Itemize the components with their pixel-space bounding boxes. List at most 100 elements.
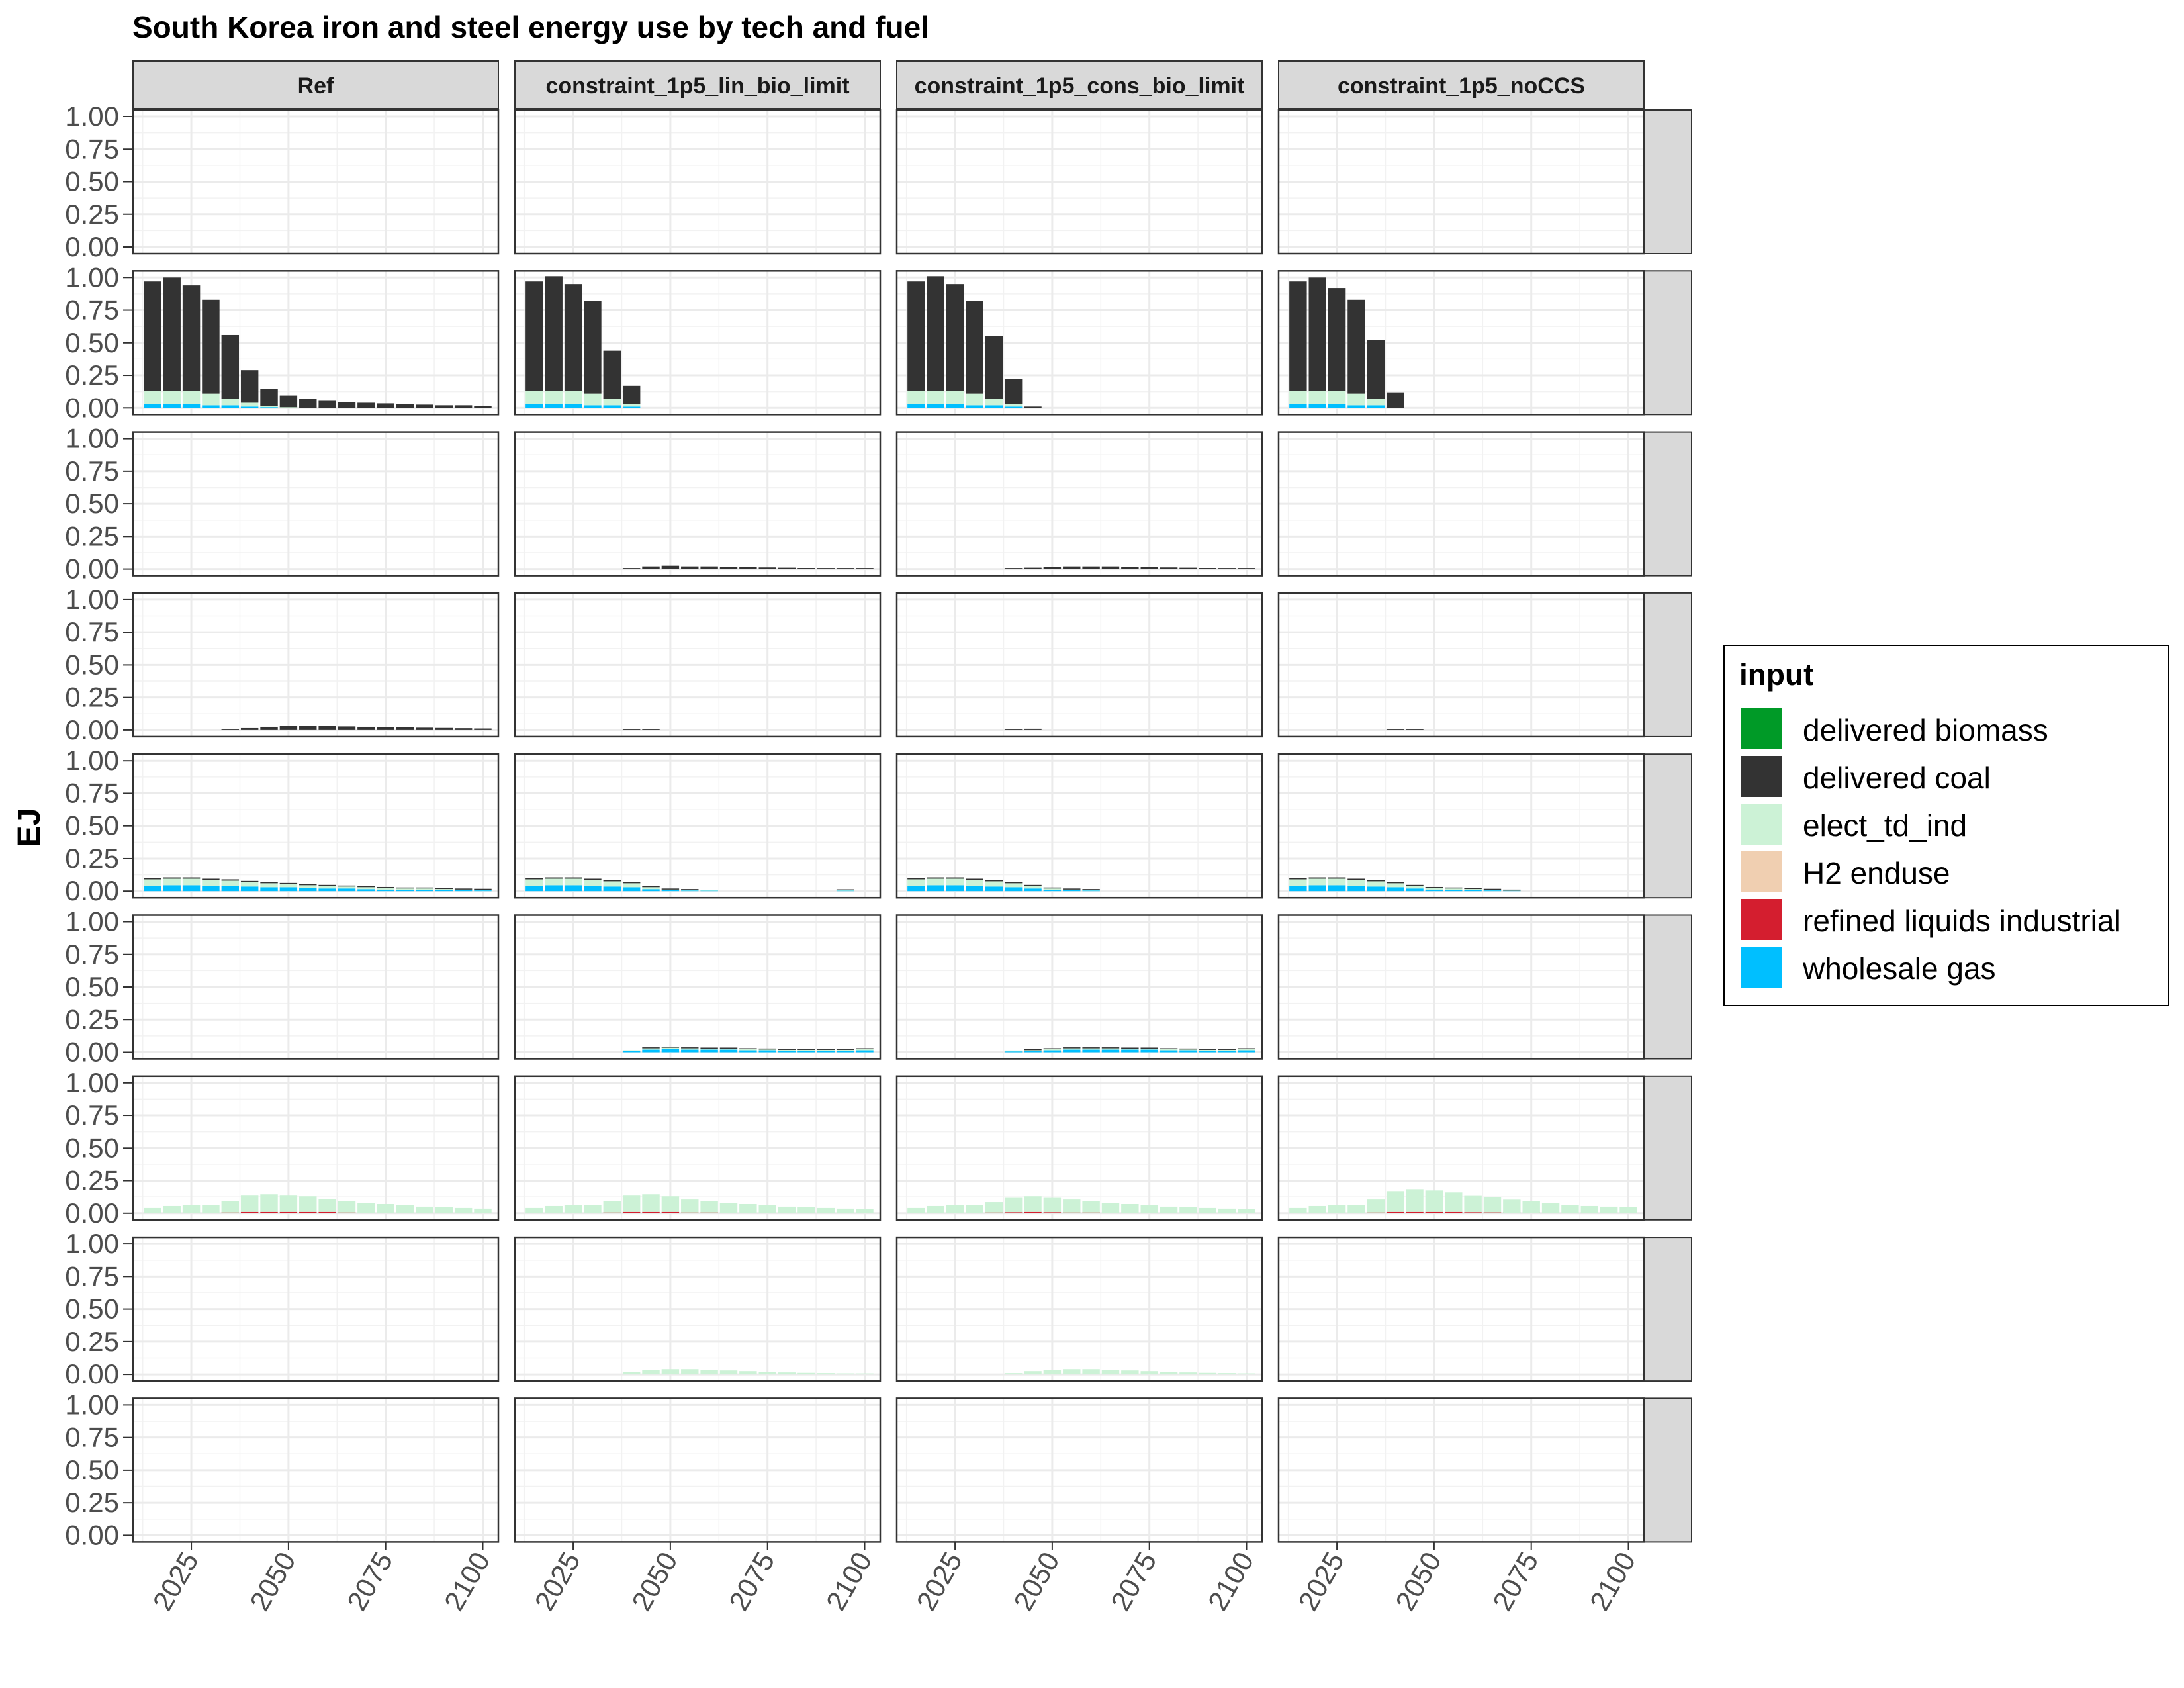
bar-segment: [525, 1207, 543, 1213]
strip-background: [132, 60, 499, 109]
bar-segment: [202, 405, 220, 408]
bar-segment: [1043, 1197, 1062, 1213]
y-tick-label: 1.00: [65, 745, 119, 776]
panel-border: [514, 914, 882, 1060]
y-tick-label: 0.00: [65, 553, 119, 585]
bar-segment: [240, 406, 259, 408]
bar-segment: [661, 1047, 680, 1048]
legend-label: wholesale gas: [1803, 951, 1996, 986]
scenario-strip: constraint_1p5_cons_bio_limit: [896, 60, 1263, 109]
facet-panel: [132, 270, 500, 416]
bar-segment: [642, 1047, 660, 1049]
bar-segment: [1218, 1373, 1236, 1375]
x-tick-label: 2025: [528, 1546, 586, 1615]
facet-panel: [514, 109, 882, 255]
technology-strip: F with DRI C: [1642, 914, 1692, 1060]
bar-segment: [622, 568, 641, 569]
y-tick-label: 0.25: [65, 682, 119, 713]
y-axis-label: EJ: [12, 808, 47, 847]
bar-segment: [299, 1211, 317, 1213]
bar-segment: [1367, 1212, 1385, 1213]
legend: input delivered biomass delivered coal e…: [1723, 645, 2169, 1006]
bar-segment: [144, 886, 161, 892]
bar-segment: [396, 888, 414, 890]
bar-segment: [584, 301, 602, 394]
y-tick-label: 0.50: [65, 810, 119, 841]
bar-segment: [1328, 391, 1346, 404]
bar-segment: [817, 568, 835, 569]
bar-segment: [797, 568, 815, 569]
bar-segment: [357, 889, 375, 892]
bar-segment: [1160, 1048, 1178, 1049]
bar-segment: [416, 404, 433, 408]
bar-segment: [260, 726, 278, 730]
bar-segment: [1483, 1197, 1502, 1213]
bar-segment: [927, 885, 944, 892]
bar-segment: [1347, 405, 1365, 408]
facet-panel: [132, 914, 500, 1060]
bar-segment: [797, 1049, 815, 1051]
bar-segment: [778, 567, 796, 569]
bar-segment: [1004, 1373, 1023, 1375]
bar-segment: [758, 567, 776, 569]
bar-segment: [279, 406, 298, 408]
bar-segment: [642, 566, 660, 569]
y-tick-label: 0.75: [65, 133, 119, 164]
bar-segment: [797, 1207, 815, 1213]
bar-segment: [661, 1049, 680, 1053]
bar-segment: [907, 886, 925, 892]
bar-segment: [1063, 1199, 1081, 1213]
panel-border: [895, 109, 1263, 255]
bar-segment: [622, 882, 641, 884]
bar-segment: [700, 1049, 718, 1053]
bar-segment: [1024, 567, 1042, 569]
y-tick-label: 1.00: [65, 584, 119, 615]
bar-segment: [719, 1203, 738, 1213]
bar-segment: [603, 405, 621, 408]
bar-segment: [642, 729, 660, 730]
bar-segment: [202, 1205, 220, 1213]
panel-border: [132, 109, 500, 255]
bar-segment: [1308, 1205, 1326, 1213]
bar-segment: [260, 1211, 278, 1213]
bar-segment: [182, 285, 201, 391]
y-tick-label: 1.00: [65, 1389, 119, 1420]
bar-segment: [338, 402, 356, 408]
y-tick-label: 0.75: [65, 616, 119, 647]
bar-segment: [1082, 1047, 1100, 1049]
bar-segment: [1063, 1047, 1081, 1049]
panel-border: [132, 431, 500, 577]
bar-segment: [435, 727, 453, 730]
bar-segment: [1199, 1049, 1216, 1050]
bar-segment: [966, 878, 983, 880]
bar-segment: [1082, 889, 1100, 890]
bar-segment: [966, 393, 983, 406]
bar-segment: [719, 1047, 738, 1049]
bar-segment: [260, 406, 278, 408]
bar-segment: [1004, 887, 1023, 892]
y-tick-label: 0.50: [65, 971, 119, 1002]
strip-background: [1642, 431, 1692, 577]
bar-segment: [836, 1373, 854, 1375]
facet-panel: [514, 431, 882, 577]
bar-segment: [700, 1048, 718, 1050]
bar-segment: [1386, 392, 1404, 408]
bar-segment: [338, 1201, 356, 1213]
bar-segment: [182, 878, 201, 886]
bar-segment: [260, 883, 278, 888]
bar-segment: [1101, 1047, 1120, 1049]
bar-segment: [700, 1212, 718, 1213]
bar-segment: [182, 877, 201, 879]
bar-segment: [836, 889, 854, 891]
y-tick-label: 0.00: [65, 1358, 119, 1389]
bar-segment: [279, 882, 298, 884]
panel-border: [1277, 914, 1645, 1060]
bar-segment: [758, 1049, 776, 1051]
bar-segment: [1464, 1195, 1482, 1213]
x-tick-label: 2100: [1584, 1546, 1641, 1615]
facet-panel: [895, 592, 1263, 738]
bar-segment: [739, 1371, 757, 1375]
panel-border: [1277, 431, 1645, 577]
bar-segment: [525, 879, 543, 886]
bar-segment: [240, 727, 259, 730]
